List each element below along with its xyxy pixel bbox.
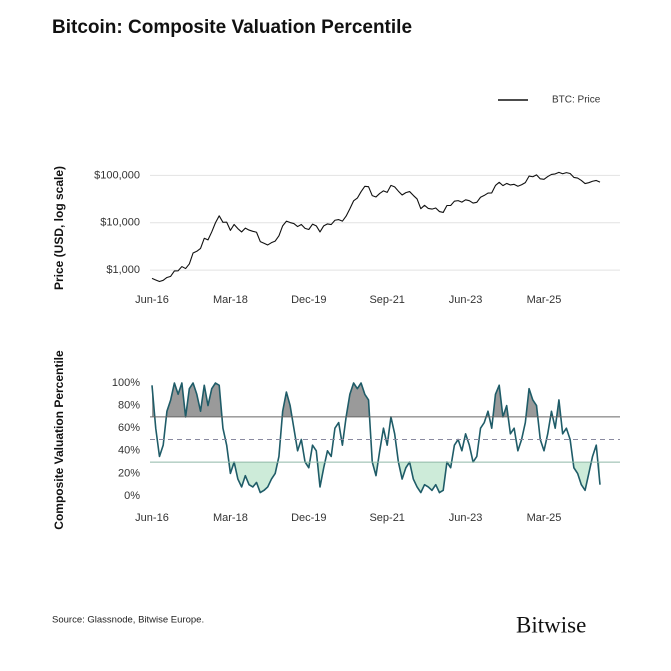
y-tick-label: $10,000	[100, 217, 140, 229]
x-tick-label: Mar-18	[213, 294, 248, 306]
series-line	[151, 171, 601, 283]
x-tick-label: Jun-23	[449, 512, 483, 524]
y-tick-label: 20%	[118, 467, 140, 479]
y-tick-label: 60%	[118, 422, 140, 434]
x-tick-label: Mar-25	[527, 512, 562, 524]
x-tick-label: Jun-23	[449, 294, 483, 306]
band-area	[228, 462, 600, 493]
x-tick-label: Jun-16	[135, 512, 169, 524]
legend-label: BTC: Price	[552, 95, 601, 106]
x-tick-label: Dec-19	[291, 512, 326, 524]
band-area	[152, 383, 600, 417]
chart-title: Bitcoin: Composite Valuation Percentile	[52, 17, 412, 38]
x-tick-label: Jun-16	[135, 294, 169, 306]
y-tick-label: 100%	[112, 377, 140, 389]
source: Source: Glassnode, Bitwise Europe.	[52, 615, 204, 626]
x-tick-label: Dec-19	[291, 294, 326, 306]
y-tick-label: 0%	[124, 490, 140, 502]
logo: Bitwise	[516, 612, 586, 637]
x-tick-label: Mar-25	[527, 294, 562, 306]
y-tick-label: 40%	[118, 445, 140, 457]
y-tick-label: $100,000	[94, 169, 140, 181]
y-axis-label: Composite Valuation Percentile	[52, 350, 66, 530]
y-axis-label: Price (USD, log scale)	[52, 166, 66, 290]
series-line	[151, 382, 601, 494]
y-tick-label: $1,000	[106, 264, 140, 276]
x-tick-label: Sep-21	[369, 512, 404, 524]
x-tick-label: Mar-18	[213, 512, 248, 524]
x-tick-label: Sep-21	[369, 294, 404, 306]
y-tick-label: 80%	[118, 400, 140, 412]
